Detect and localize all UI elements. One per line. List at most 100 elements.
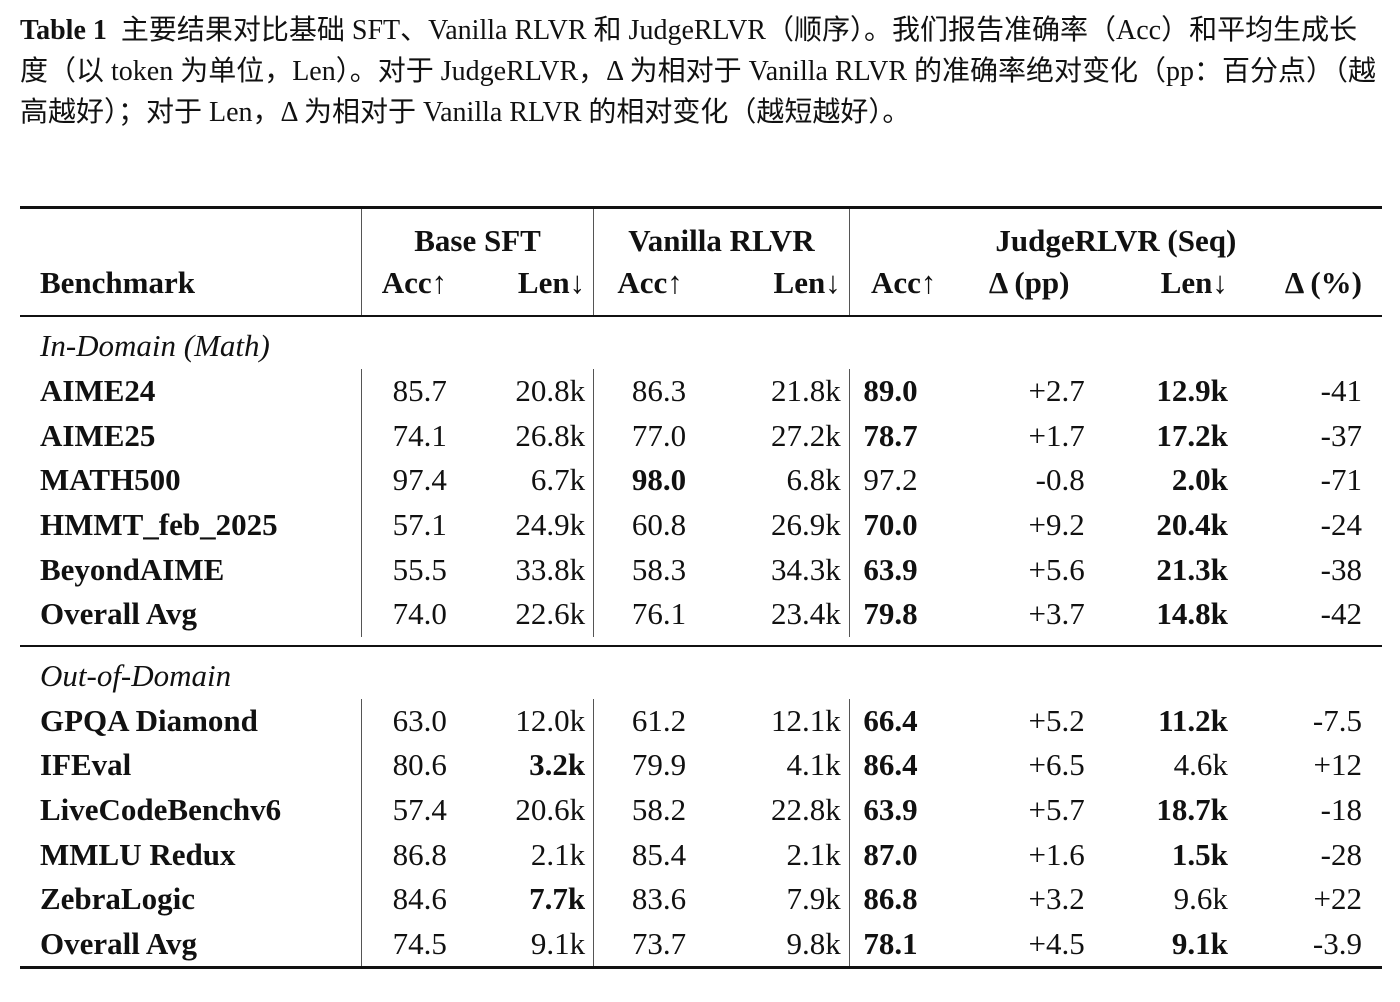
column-header: Δ (pp) (988, 265, 1070, 300)
table-cell: +3.7 (1028, 596, 1085, 632)
table-cell: +2.7 (1028, 373, 1085, 409)
column-header: Acc↑ (361, 261, 467, 315)
benchmark-name: AIME25 (40, 417, 156, 453)
table-cell: 63.0 (361, 698, 467, 744)
benchmark-name: ZebraLogic (40, 881, 195, 917)
benchmark-name: Overall Avg (40, 925, 197, 961)
header-divider (20, 315, 1382, 317)
table-cell: 86.8 (361, 832, 467, 877)
table-cell: 61.2 (593, 698, 707, 744)
table-row: AIME24 85.7 20.8k 86.3 21.8k 89.0 +2.7 12.9k -41 (20, 369, 1382, 414)
table-row: BeyondAIME 55.5 33.8k 58.3 34.3k 63.9 +5.6 21.3… (20, 547, 1382, 592)
out-of-domain-section: Out-of-Domain GPQA Diamond 63.0 12.0k 61.2 12… (20, 647, 1382, 967)
table-cell: 57.4 (361, 787, 467, 833)
table-caption: Table 1 主要结果对比基础 SFT、Vanilla RLVR 和 Judge… (20, 10, 1382, 133)
table-cell: 86.8 (848, 876, 958, 922)
table-cell: 12.9k (1156, 373, 1228, 409)
table-cell: 78.1 (848, 921, 958, 967)
table-cell: 21.8k (770, 373, 841, 409)
benchmark-name: IFEval (40, 747, 132, 783)
table-cell: 55.5 (361, 547, 467, 592)
table-cell: 20.4k (1156, 507, 1228, 543)
table-cell: 9.1k (530, 925, 586, 961)
column-header: Δ (%) (1284, 265, 1362, 300)
table-cell: +3.2 (1028, 881, 1085, 917)
table-cell: +5.7 (1028, 792, 1085, 828)
table-cell: 74.0 (361, 591, 467, 641)
table-cell: 70.0 (848, 502, 958, 548)
table-cell: 87.0 (848, 832, 958, 877)
table-cell: 12.1k (770, 702, 841, 738)
column-header: Len↓ (517, 265, 586, 300)
column-header: Len↓ (773, 265, 841, 300)
table-row: AIME25 74.1 26.8k 77.0 27.2k 78.7 +1.7 17.2k -37 (20, 413, 1382, 459)
table-cell: +12 (1313, 747, 1362, 783)
table-cell: 26.9k (770, 507, 841, 543)
table-cell: -37 (1320, 417, 1362, 453)
table-cell: +1.7 (1028, 417, 1085, 453)
table-cell: 84.6 (361, 876, 467, 922)
table-cell: 2.0k (1171, 462, 1228, 498)
table-cell: 63.9 (848, 547, 958, 592)
table-cell: +4.5 (1028, 925, 1085, 961)
table-row: LiveCodeBenchv6 57.4 20.6k 58.2 22.8k 63.9 +5.… (20, 787, 1382, 833)
table-cell: 1.5k (1171, 836, 1228, 872)
table-cell: 66.4 (848, 698, 958, 744)
table-cell: 2.1k (530, 836, 586, 872)
table-cell: 7.7k (529, 881, 586, 917)
benchmark-name: HMMT_feb_2025 (40, 507, 278, 543)
table-cell: 79.9 (593, 743, 707, 788)
table-cell: 11.2k (1158, 702, 1228, 738)
table-row: GPQA Diamond 63.0 12.0k 61.2 12.1k 66.4 +5.2 11… (20, 698, 1382, 744)
table-cell: -24 (1320, 507, 1362, 543)
table-row: HMMT_feb_2025 57.1 24.9k 60.8 26.9k 70.0 +9.2 2… (20, 502, 1382, 548)
section-title-row: Out-of-Domain (20, 647, 1382, 699)
section-title: Out-of-Domain (40, 657, 232, 693)
column-header: Acc↑ (848, 261, 958, 315)
table-cell: 79.8 (848, 591, 958, 641)
table-cell: 86.4 (848, 743, 958, 788)
table-cell: -38 (1320, 551, 1362, 587)
table-cell: 6.7k (530, 462, 586, 498)
table-cell: 74.1 (361, 413, 467, 459)
table-cell: 26.8k (515, 417, 586, 453)
table-cell: 6.8k (786, 462, 841, 498)
table-cell: -18 (1320, 792, 1362, 828)
bottom-rule (20, 966, 1382, 970)
table-cell: 12.0k (515, 702, 586, 738)
table-cell: 23.4k (770, 596, 841, 632)
table-cell: 2.1k (786, 836, 841, 872)
table-cell: 89.0 (848, 369, 958, 414)
table-cell: 9.6k (1173, 881, 1228, 917)
column-header: Len↓ (1160, 265, 1228, 300)
table-cell: +1.6 (1028, 836, 1085, 872)
table-row: IFEval 80.6 3.2k 79.9 4.1k 86.4 +6.5 4.6k +12 (20, 743, 1382, 788)
table-cell: +6.5 (1028, 747, 1085, 783)
table-cell: -7.5 (1312, 702, 1362, 738)
table-cell: 14.8k (1156, 596, 1228, 632)
table-cell: 98.0 (593, 458, 707, 503)
table-cell: 97.2 (848, 458, 958, 503)
table-cell: +22 (1313, 881, 1362, 917)
table-cell: +5.6 (1028, 551, 1085, 587)
section-title-row: In-Domain (Math) (20, 317, 1382, 369)
benchmark-name: LiveCodeBenchv6 (40, 792, 282, 828)
header-group-row: Base SFT Vanilla RLVR JudgeRLVR (Seq) (20, 209, 1382, 261)
caption-label: Table 1 (20, 15, 107, 46)
table-cell: 58.3 (593, 547, 707, 592)
table-cell: 4.1k (786, 747, 841, 783)
table-cell: +9.2 (1028, 507, 1085, 543)
table-cell: +5.2 (1028, 702, 1085, 738)
table-cell: 74.5 (361, 921, 467, 967)
table-cell: 20.6k (515, 792, 586, 828)
table-row: Overall Avg 74.0 22.6k 76.1 23.4k 79.8 +3.7 14.… (20, 591, 1382, 641)
table-cell: 63.9 (848, 787, 958, 833)
table-cell: 97.4 (361, 458, 467, 503)
benchmark-name: GPQA Diamond (40, 702, 258, 738)
benchmark-name: AIME24 (40, 373, 156, 409)
table-cell: 18.7k (1156, 792, 1228, 828)
table-cell: 20.8k (515, 373, 586, 409)
header-column-row: Benchmark Acc↑ Len↓ Acc↑ Len↓ Acc↑ Δ (pp… (20, 261, 1382, 315)
table-cell: 4.6k (1173, 747, 1228, 783)
table-cell: 22.8k (770, 792, 841, 828)
